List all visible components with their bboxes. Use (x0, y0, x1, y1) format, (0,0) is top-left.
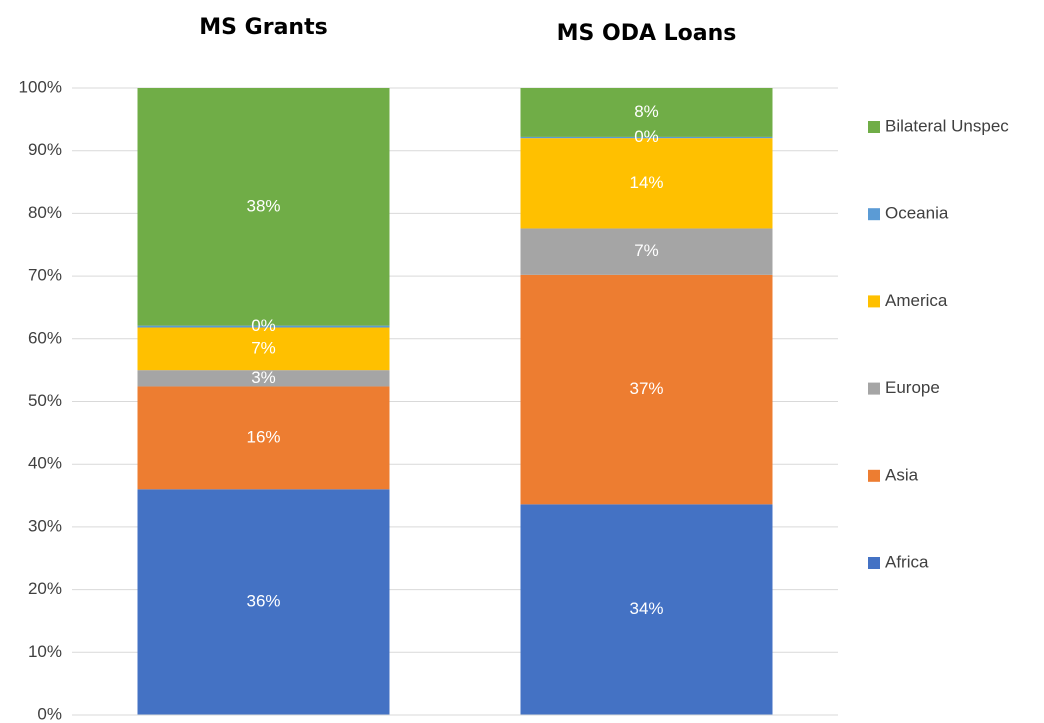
category-title: MS Grants (199, 15, 327, 40)
y-tick-label: 90% (28, 140, 62, 159)
bar-segment (137, 489, 390, 715)
bar-segment (137, 88, 390, 326)
legend-label: Africa (885, 552, 929, 571)
bar-segment (137, 386, 390, 490)
legend-swatch (868, 469, 880, 482)
bar-segment (520, 88, 773, 137)
data-label: 0% (634, 127, 659, 146)
data-label: 36% (246, 592, 280, 611)
legend-label: Bilateral Unspec (885, 116, 1009, 135)
legend-label: Oceania (885, 204, 949, 223)
y-tick-label: 20% (28, 579, 62, 598)
data-label: 14% (629, 173, 663, 192)
y-tick-label: 0% (37, 704, 62, 723)
y-tick-label: 70% (28, 266, 62, 285)
y-tick-label: 80% (28, 203, 62, 222)
y-tick-label: 30% (28, 516, 62, 535)
y-tick-label: 100% (19, 77, 62, 96)
legend-label: Asia (885, 465, 919, 484)
bar-segment (520, 504, 773, 715)
data-label: 16% (246, 427, 280, 446)
data-label: 0% (251, 316, 276, 335)
bar-segment (137, 370, 390, 387)
legend-swatch (868, 208, 880, 221)
legend-swatch (868, 557, 880, 569)
data-label: 7% (251, 338, 276, 357)
legend-swatch (868, 121, 880, 133)
y-tick-label: 60% (28, 328, 62, 347)
bar-segment (137, 327, 390, 371)
legend-label: Europe (885, 378, 940, 397)
data-label: 3% (251, 368, 276, 387)
legend-swatch (868, 295, 880, 308)
y-tick-label: 10% (28, 642, 62, 661)
bar-segment (137, 325, 390, 328)
y-tick-label: 40% (28, 454, 62, 473)
bar-segment (520, 274, 773, 505)
data-label: 34% (629, 599, 663, 618)
y-tick-label: 50% (28, 391, 62, 410)
bar-segment (520, 228, 773, 275)
legend-swatch (868, 382, 880, 395)
data-label: 38% (246, 196, 280, 215)
data-label: 7% (634, 241, 659, 260)
data-label: 8% (634, 102, 659, 121)
category-title: MS ODA Loans (557, 21, 737, 46)
bar-segment (520, 136, 773, 139)
bar-segment (520, 138, 773, 229)
data-label: 37% (629, 379, 663, 398)
legend-label: America (885, 291, 948, 310)
